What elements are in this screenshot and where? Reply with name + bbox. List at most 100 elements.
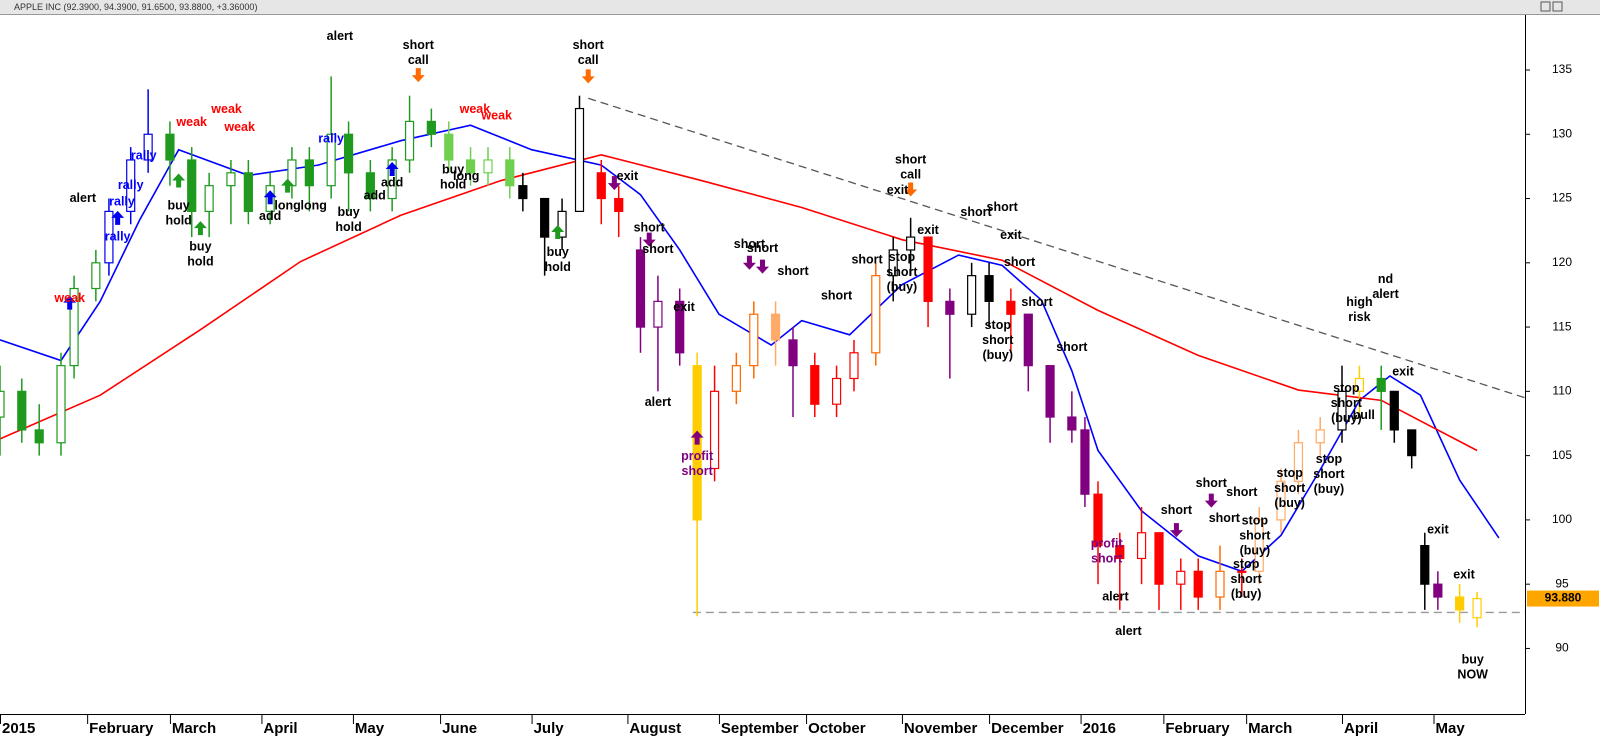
candle-body — [849, 352, 859, 380]
annotation: short — [1274, 481, 1306, 495]
x-tick-label: March — [172, 720, 216, 737]
annotation: hold — [165, 214, 191, 228]
annotation: add — [364, 188, 386, 202]
annotation: rally — [118, 178, 144, 192]
signal-arrow — [551, 224, 565, 239]
y-tick-label: 105 — [1552, 448, 1572, 462]
x-tick-label: July — [534, 720, 565, 737]
y-tick-label: 135 — [1552, 62, 1572, 76]
annotation: short — [682, 464, 714, 478]
candle-body — [635, 249, 646, 328]
annotation: short — [1209, 511, 1241, 525]
annotation: weak — [53, 291, 85, 305]
candle-body — [749, 313, 759, 367]
candle-body — [709, 390, 720, 470]
restore-icon[interactable] — [1540, 1, 1551, 12]
annotation: short — [1021, 295, 1053, 309]
candle-body — [1455, 596, 1465, 611]
annotation: (buy) — [1240, 543, 1271, 557]
signal-arrow — [172, 173, 186, 188]
candle-body — [226, 172, 236, 187]
signal-arrow — [904, 182, 918, 197]
candle-body — [1315, 429, 1325, 444]
annotation: profit — [681, 449, 714, 463]
close-icon[interactable] — [1552, 1, 1563, 12]
candle-body — [104, 210, 114, 264]
annotation: short — [851, 253, 883, 267]
annotation: short — [747, 241, 779, 255]
x-tick-label: March — [1248, 720, 1292, 737]
candle-body — [518, 185, 528, 200]
annotation: short — [403, 38, 435, 52]
annotation: stop — [1233, 557, 1260, 571]
x-tick-label: December — [991, 720, 1064, 737]
annotation: short — [1196, 476, 1228, 490]
candle-body — [945, 300, 955, 315]
candle-body — [1093, 493, 1103, 547]
annotation: rally — [318, 132, 344, 146]
candle-body — [557, 210, 567, 238]
annotation: stop — [1316, 452, 1343, 466]
candle-body — [1293, 442, 1304, 482]
annotation: exit — [1427, 522, 1449, 536]
candle-body — [967, 275, 977, 315]
chart-title: APPLE INC (92.3900, 94.3900, 91.6500, 93… — [14, 2, 257, 12]
candle-body — [1154, 532, 1164, 585]
y-tick-label: 90 — [1555, 641, 1569, 655]
candle-body — [653, 300, 663, 328]
candle-body — [505, 159, 515, 187]
annotation: long — [453, 169, 479, 183]
annotation: buy — [547, 245, 569, 259]
x-tick-label: September — [721, 720, 799, 737]
x-tick-label: November — [904, 720, 978, 737]
candle-body — [1354, 377, 1365, 392]
annotation: buy — [1462, 652, 1484, 666]
annotation: hold — [440, 178, 466, 192]
annotation: exit — [673, 300, 695, 314]
candle-body — [831, 377, 842, 405]
candle-body — [34, 429, 44, 444]
candle-body — [1045, 365, 1055, 418]
annotation: short — [1004, 255, 1036, 269]
annotation: rally — [131, 148, 157, 162]
series-line — [0, 154, 1478, 452]
candle-body — [906, 236, 916, 251]
signal-arrow — [111, 210, 125, 225]
annotation: add — [259, 209, 281, 223]
annotation: weak — [480, 109, 512, 123]
annotation: call — [578, 53, 599, 67]
annotation: stop — [1242, 513, 1269, 527]
signal-arrow — [642, 232, 656, 247]
annotation: (buy) — [1231, 587, 1262, 601]
y-tick-label: 115 — [1552, 319, 1571, 333]
annotation: alert — [1102, 589, 1129, 603]
signal-arrow — [1169, 523, 1183, 538]
candle-body — [243, 172, 253, 212]
candle-body — [483, 159, 493, 174]
annotation: exit — [887, 183, 909, 197]
annotation: short — [886, 265, 918, 279]
candle-body — [1276, 480, 1286, 521]
last-price-label: 93.880 — [1545, 591, 1582, 605]
annotation: (buy) — [1314, 482, 1345, 496]
candle-body — [0, 390, 5, 418]
annotation: high — [1346, 295, 1372, 309]
annotation: alert — [70, 191, 97, 205]
annotation: alert — [645, 395, 672, 409]
candle-body — [1433, 583, 1443, 598]
x-tick-label: February — [89, 720, 154, 737]
x-tick-label: May — [1436, 720, 1466, 737]
x-tick-label: October — [808, 720, 866, 737]
candle-body — [387, 159, 397, 200]
annotation: short — [895, 152, 927, 166]
annotation: long — [301, 199, 327, 213]
candle-body — [187, 159, 197, 212]
candle-body — [204, 185, 214, 212]
candle-body — [984, 275, 994, 302]
annotation: short — [1161, 503, 1193, 517]
annotation: short — [634, 220, 666, 234]
candle-body — [1176, 570, 1186, 585]
signal-arrow — [607, 176, 621, 191]
